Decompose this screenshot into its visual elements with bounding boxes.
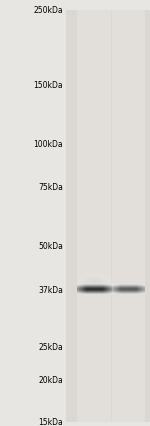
Bar <box>76 11 111 422</box>
Bar <box>66 11 150 422</box>
Text: 75kDa: 75kDa <box>38 182 63 191</box>
Text: 150kDa: 150kDa <box>33 81 63 90</box>
Text: B: B <box>125 0 132 2</box>
Text: 100kDa: 100kDa <box>33 140 63 149</box>
Text: A: A <box>90 0 97 2</box>
Text: 250kDa: 250kDa <box>33 6 63 15</box>
Text: 15kDa: 15kDa <box>38 417 63 426</box>
Text: 50kDa: 50kDa <box>38 241 63 250</box>
Text: 25kDa: 25kDa <box>38 343 63 351</box>
Text: 20kDa: 20kDa <box>38 375 63 384</box>
Text: 37kDa: 37kDa <box>38 285 63 294</box>
Bar <box>112 11 145 422</box>
